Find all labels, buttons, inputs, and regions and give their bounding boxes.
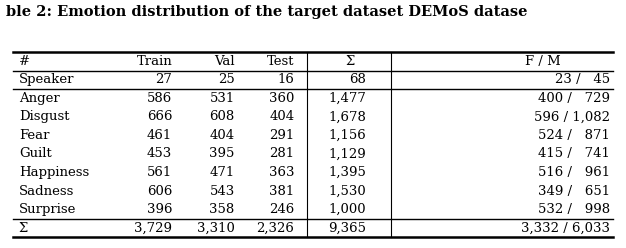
Text: Σ: Σ [19,222,28,235]
Text: 1,530: 1,530 [329,185,366,198]
Text: ble 2: Emotion distribution of the target dataset DEMoS datase: ble 2: Emotion distribution of the targe… [6,5,528,19]
Text: 400 /   729: 400 / 729 [538,92,610,105]
Text: 524 /   871: 524 / 871 [538,129,610,142]
Text: 608: 608 [210,110,235,124]
Text: 404: 404 [269,110,294,124]
Text: Sadness: Sadness [19,185,74,198]
Text: 471: 471 [210,166,235,179]
Text: 9,365: 9,365 [328,222,366,235]
Text: 461: 461 [147,129,172,142]
Text: Val: Val [214,55,235,68]
Text: 395: 395 [209,148,235,160]
Text: 349 /   651: 349 / 651 [538,185,610,198]
Text: Happiness: Happiness [19,166,89,179]
Text: Disgust: Disgust [19,110,69,124]
Text: 16: 16 [277,73,294,86]
Text: Surprise: Surprise [19,203,76,216]
Text: 586: 586 [147,92,172,105]
Text: 1,000: 1,000 [329,203,366,216]
Text: 1,156: 1,156 [329,129,366,142]
Text: 281: 281 [269,148,294,160]
Text: 1,678: 1,678 [328,110,366,124]
Text: #: # [19,55,30,68]
Text: 666: 666 [146,110,172,124]
Text: 516 /   961: 516 / 961 [538,166,610,179]
Text: 415 /   741: 415 / 741 [538,148,610,160]
Text: 3,729: 3,729 [134,222,172,235]
Text: Fear: Fear [19,129,49,142]
Text: Anger: Anger [19,92,59,105]
Text: Test: Test [267,55,294,68]
Text: 68: 68 [349,73,366,86]
Text: 246: 246 [269,203,294,216]
Text: 561: 561 [147,166,172,179]
Text: 532 /   998: 532 / 998 [538,203,610,216]
Text: 3,310: 3,310 [197,222,235,235]
Text: F / M: F / M [525,55,561,68]
Text: 596 / 1,082: 596 / 1,082 [535,110,610,124]
Text: 3,332 / 6,033: 3,332 / 6,033 [521,222,610,235]
Text: 453: 453 [147,148,172,160]
Text: 531: 531 [210,92,235,105]
Text: Speaker: Speaker [19,73,74,86]
Text: 1,477: 1,477 [328,92,366,105]
Text: Train: Train [136,55,172,68]
Text: 1,129: 1,129 [329,148,366,160]
Text: 396: 396 [146,203,172,216]
Text: 543: 543 [210,185,235,198]
Text: 363: 363 [269,166,294,179]
Text: 2,326: 2,326 [256,222,294,235]
Text: 25: 25 [218,73,235,86]
Text: 404: 404 [210,129,235,142]
Text: Guilt: Guilt [19,148,51,160]
Text: 23 /   45: 23 / 45 [555,73,610,86]
Text: Σ: Σ [346,55,355,68]
Text: 1,395: 1,395 [328,166,366,179]
Text: 381: 381 [269,185,294,198]
Text: 360: 360 [269,92,294,105]
Text: 27: 27 [155,73,172,86]
Text: 358: 358 [210,203,235,216]
Text: 606: 606 [146,185,172,198]
Text: 291: 291 [269,129,294,142]
